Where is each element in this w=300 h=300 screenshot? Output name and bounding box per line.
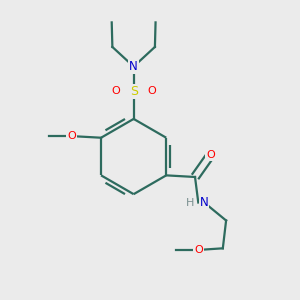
Text: O: O [147,86,156,96]
Text: N: N [129,60,138,73]
Text: O: O [67,131,76,141]
Text: H: H [186,197,194,208]
Text: S: S [130,85,138,98]
Text: O: O [111,86,120,96]
Text: N: N [200,196,208,209]
Text: O: O [194,245,203,255]
Text: O: O [206,150,215,160]
